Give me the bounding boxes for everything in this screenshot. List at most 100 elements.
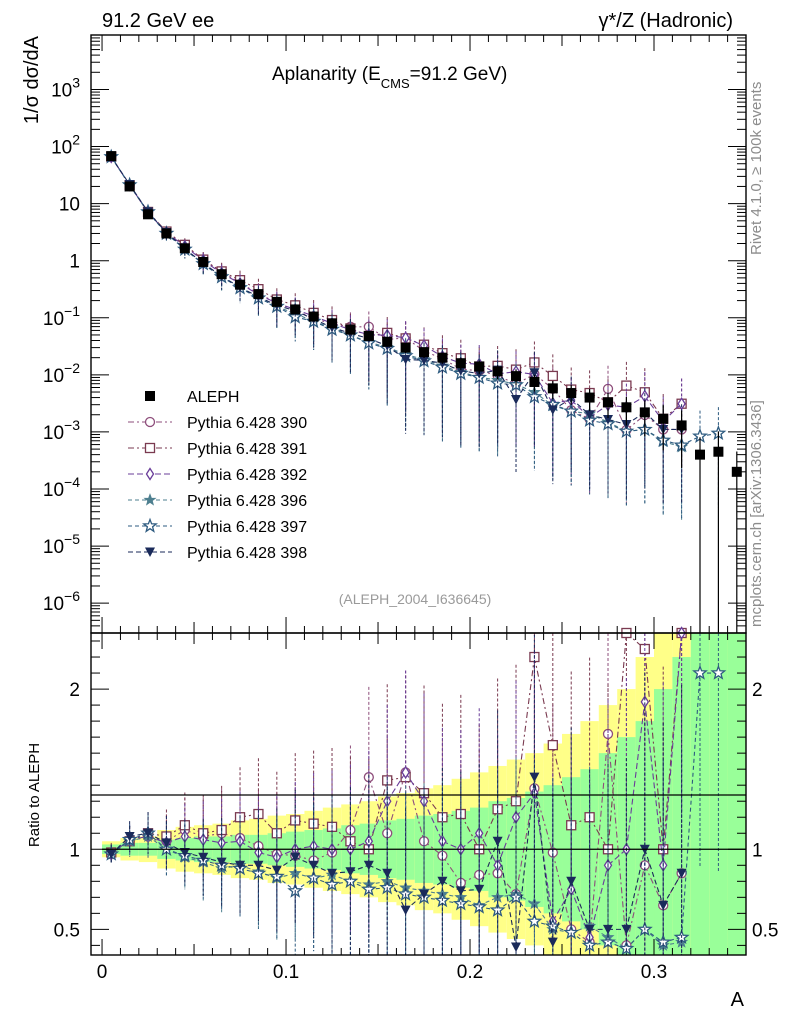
series-ratio-point	[363, 860, 374, 871]
aleph-point	[511, 371, 522, 382]
series-2-ratio-segment	[662, 632, 683, 850]
series-1-ratio-segment	[405, 772, 425, 842]
series-6-ratio-segment	[644, 849, 664, 906]
series-1-ratio-segment	[368, 777, 388, 834]
legend-entry-5: Pythia 6.428 397	[128, 517, 307, 536]
series-2-ratio-segment	[460, 813, 480, 850]
legend-label: Pythia 6.428 391	[187, 441, 307, 458]
series-ratio-point	[492, 836, 503, 847]
aleph-point	[345, 324, 356, 335]
ratio-tick-label-left: 1	[69, 840, 80, 861]
legend-entry-1: Pythia 6.428 390	[128, 415, 307, 432]
series-6-ratio-segment	[625, 849, 646, 930]
y-tick-label: 10−4	[43, 474, 80, 501]
y-tick-label: 10−3	[43, 417, 80, 444]
legend-label-aleph: ALEPH	[187, 389, 239, 406]
chart-title: Aplanarity (ECMS=91.2 GeV)	[272, 64, 507, 91]
series-3-ratio-segment	[460, 832, 480, 850]
aleph-point	[566, 388, 577, 399]
series-ratio-point	[640, 695, 650, 709]
series-6-ratio-segment	[331, 871, 351, 874]
aleph-point	[437, 352, 448, 363]
series-2-ratio-segment	[368, 780, 388, 850]
axis-ticks: 0 0.1 0.2 0.3 10−6 10−5 10−4 10−3 10−2 10−1 1 10 102…	[43, 34, 778, 983]
series-6-main-segment	[607, 418, 627, 426]
aleph-point	[253, 289, 264, 300]
legend-marker	[142, 517, 158, 533]
legend-marker-aleph	[145, 391, 155, 401]
series-6-ratio-segment	[570, 881, 591, 930]
series-3-ratio-segment	[386, 772, 407, 802]
series-6-main-segment	[110, 156, 131, 185]
ratio-tick-label-right: 1	[752, 840, 763, 861]
series-6	[106, 152, 687, 955]
series-ratio-point	[511, 942, 522, 952]
series-3-ratio-segment	[644, 701, 664, 866]
series-3-ratio-segment	[607, 848, 627, 866]
aleph-point	[363, 330, 374, 341]
y-tick-label: 103	[51, 74, 80, 101]
aleph-data-layer	[102, 151, 746, 850]
series-ratio-point	[566, 876, 577, 887]
series-point	[511, 394, 522, 405]
series-6-ratio-segment	[386, 873, 407, 911]
series-6-ratio-segment	[203, 856, 222, 863]
y-tick-label: 10	[59, 195, 80, 216]
series-2-ratio-segment	[515, 656, 535, 802]
y-tick-label: 10−1	[43, 303, 80, 330]
rivet-label: Rivet 4.1.0, ≥ 100k events	[748, 82, 765, 255]
series-2-ratio-segment	[589, 816, 609, 850]
header-left: 91.2 GeV ee	[102, 10, 214, 32]
aleph-point	[474, 361, 485, 372]
ratio-panel-frame	[90, 632, 747, 956]
series-1-ratio-segment	[533, 788, 554, 853]
series-ratio-point	[143, 828, 154, 839]
series-ratio-point	[216, 857, 227, 868]
aleph-point	[308, 311, 319, 322]
aleph-point	[731, 466, 742, 477]
series-ratio-point	[253, 860, 264, 871]
series-3-ratio-segment	[552, 889, 572, 922]
legend: ALEPH Pythia 6.428 390 Pythia 6.428 391 Pyt…	[128, 389, 307, 562]
aleph-point	[529, 376, 540, 387]
series-3-ratio-segment	[515, 792, 535, 818]
legend-label: Pythia 6.428 397	[187, 519, 307, 536]
series-2-ratio-segment	[607, 632, 627, 850]
series-point	[419, 355, 430, 366]
y-tick-label: 10−6	[43, 588, 80, 615]
series-ratio-point	[161, 838, 172, 848]
series-6-main-segment	[460, 370, 480, 375]
aleph-point	[290, 304, 301, 315]
series-1-ratio-segment	[349, 776, 370, 831]
aleph-point	[235, 279, 246, 290]
aleph-point	[639, 407, 650, 418]
aleph-point	[143, 209, 154, 220]
aleph-point	[198, 256, 209, 267]
y-tick-label: 10−2	[43, 360, 80, 387]
series-6-ratio-segment	[662, 873, 683, 906]
legend-marker	[144, 442, 156, 454]
series-ratio-point	[547, 739, 558, 751]
series-point	[618, 422, 635, 438]
aleph-point	[216, 269, 227, 280]
series-ratio-point	[526, 913, 543, 929]
series-6-ratio-segment	[552, 881, 572, 943]
y-tick-label: 102	[51, 132, 80, 159]
aleph-point	[713, 446, 724, 457]
series-3-ratio-segment	[662, 632, 683, 866]
series-5-ratio-segment	[681, 673, 701, 938]
aleph-point	[621, 402, 632, 413]
series-6-main-segment	[589, 414, 609, 421]
series-6-main-segment	[497, 369, 517, 400]
series-6-main-segment	[405, 358, 425, 361]
analysis-tag: (ALEPH_2004_I636645)	[339, 591, 492, 607]
main-panel-frame	[90, 34, 747, 634]
aleph-point	[400, 342, 411, 353]
series-ratio-point	[618, 940, 635, 956]
series-point	[547, 370, 558, 382]
legend-label: Pythia 6.428 396	[187, 493, 307, 510]
aleph-point	[382, 336, 393, 347]
aleph-point	[179, 243, 190, 254]
ratio-tick-label-right: 0.5	[752, 920, 778, 941]
